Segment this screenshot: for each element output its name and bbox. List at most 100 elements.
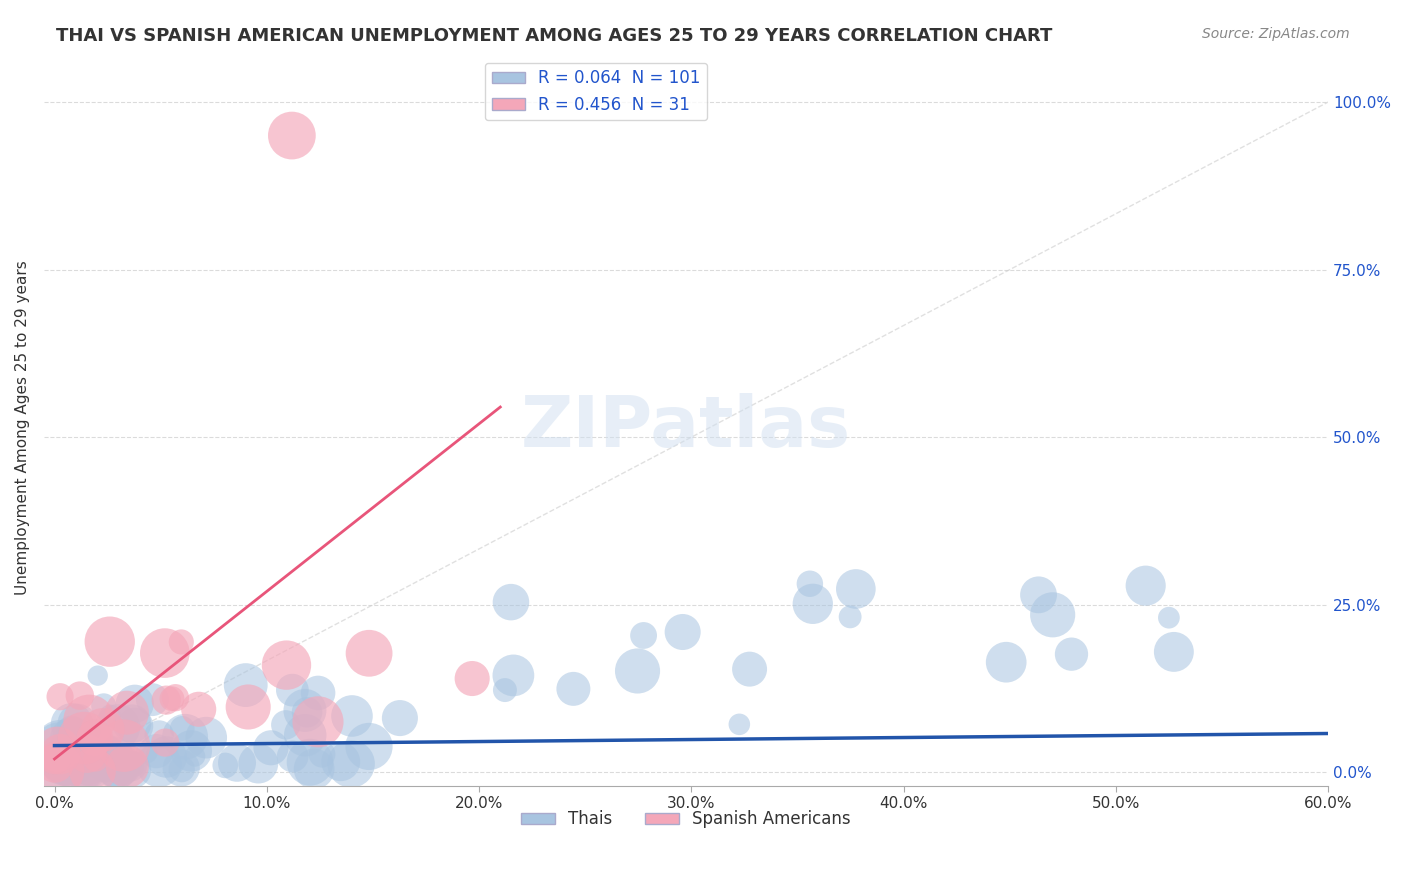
Point: [58, 755, 80, 769]
Point: [73, 731, 96, 746]
Point: [60, 732, 83, 747]
Point: [83, 745, 105, 759]
Point: [170, 762, 193, 776]
Point: [626, 664, 648, 678]
Point: [51, 736, 73, 750]
Point: [75, 751, 97, 765]
Point: [121, 759, 143, 773]
Point: [160, 691, 183, 706]
Point: [124, 719, 146, 733]
Point: [135, 746, 157, 760]
Point: [77, 714, 100, 728]
Point: [69, 689, 91, 703]
Point: [180, 744, 202, 758]
Point: [49, 747, 72, 762]
Point: [75, 740, 97, 755]
Point: [63, 745, 86, 759]
Point: [46, 764, 69, 778]
Point: [121, 716, 143, 731]
Point: [48, 739, 70, 753]
Point: [66, 716, 89, 731]
Point: [1042, 607, 1064, 622]
Point: [311, 747, 333, 762]
Point: [274, 718, 297, 732]
Point: [107, 720, 129, 734]
Point: [294, 728, 316, 742]
Point: [281, 128, 304, 143]
Point: [48, 737, 70, 751]
Point: [148, 728, 170, 742]
Point: [120, 750, 142, 764]
Point: [87, 668, 110, 682]
Point: [148, 757, 170, 772]
Point: [329, 755, 352, 769]
Point: [101, 751, 124, 765]
Point: [153, 646, 176, 660]
Point: [170, 761, 193, 775]
Point: [672, 625, 695, 640]
Point: [281, 749, 304, 764]
Point: [56, 757, 79, 772]
Point: [91, 749, 114, 764]
Point: [165, 690, 187, 705]
Point: [1157, 610, 1180, 624]
Point: [69, 764, 91, 779]
Point: [214, 758, 236, 772]
Point: [62, 760, 84, 774]
Point: [247, 756, 270, 771]
Point: [388, 711, 411, 725]
Point: [502, 668, 524, 682]
Point: [117, 759, 139, 773]
Point: [76, 747, 98, 761]
Point: [87, 747, 110, 761]
Legend: Thais, Spanish Americans: Thais, Spanish Americans: [515, 804, 858, 835]
Point: [845, 582, 868, 596]
Point: [45, 762, 67, 776]
Point: [995, 655, 1018, 669]
Point: [49, 757, 72, 772]
Point: [302, 762, 325, 776]
Point: [170, 635, 193, 649]
Point: [93, 698, 115, 713]
Point: [235, 678, 257, 692]
Point: [105, 764, 128, 778]
Point: [307, 686, 329, 700]
Point: [48, 755, 70, 769]
Point: [562, 681, 585, 696]
Point: [633, 628, 655, 642]
Point: [226, 756, 249, 770]
Point: [281, 683, 304, 698]
Point: [46, 742, 69, 756]
Point: [52, 756, 75, 771]
Point: [238, 700, 260, 714]
Point: [60, 723, 83, 738]
Point: [83, 731, 105, 745]
Point: [299, 755, 322, 769]
Point: [124, 697, 146, 711]
Point: [172, 722, 194, 736]
Point: [111, 758, 134, 772]
Point: [73, 763, 96, 777]
Point: [1028, 588, 1050, 602]
Point: [155, 693, 177, 707]
Point: [276, 658, 298, 673]
Text: Source: ZipAtlas.com: Source: ZipAtlas.com: [1202, 27, 1350, 41]
Point: [195, 731, 218, 745]
Point: [107, 761, 129, 775]
Point: [499, 595, 522, 609]
Point: [141, 692, 163, 706]
Point: [82, 764, 104, 779]
Point: [115, 706, 138, 720]
Text: ZIPatlas: ZIPatlas: [522, 392, 851, 462]
Point: [174, 730, 197, 744]
Point: [738, 662, 761, 676]
Point: [1135, 579, 1157, 593]
Point: [77, 756, 100, 770]
Point: [44, 751, 66, 765]
Point: [96, 754, 118, 768]
Point: [91, 723, 114, 737]
Point: [461, 672, 484, 686]
Point: [359, 646, 381, 660]
Point: [98, 708, 121, 723]
Point: [82, 760, 104, 774]
